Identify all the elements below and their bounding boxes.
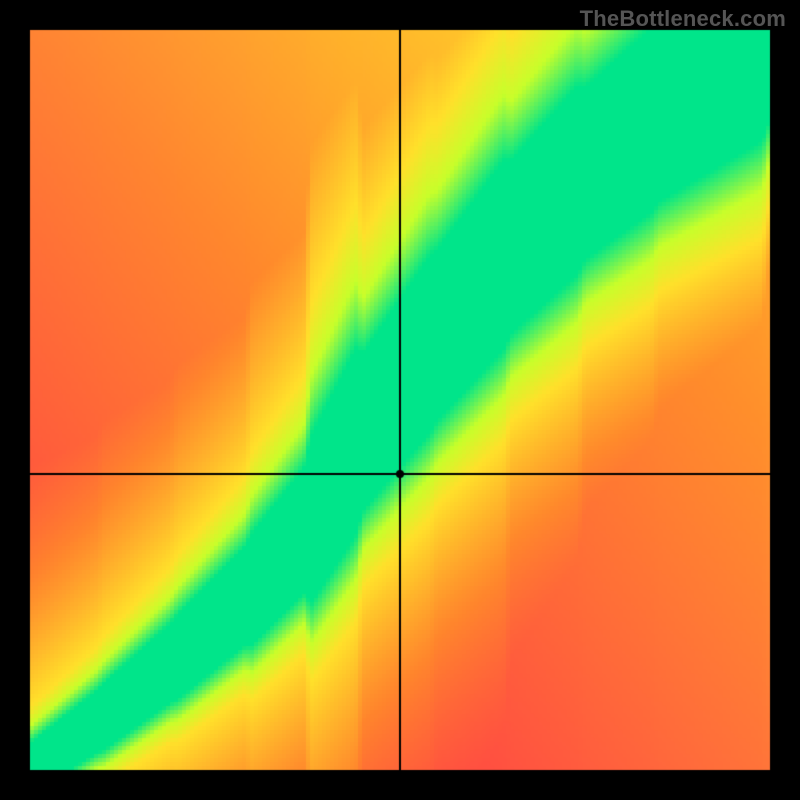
watermark-label: TheBottleneck.com bbox=[580, 6, 786, 32]
chart-frame: TheBottleneck.com { "watermark": { "text… bbox=[0, 0, 800, 800]
bottleneck-heatmap bbox=[0, 0, 800, 800]
